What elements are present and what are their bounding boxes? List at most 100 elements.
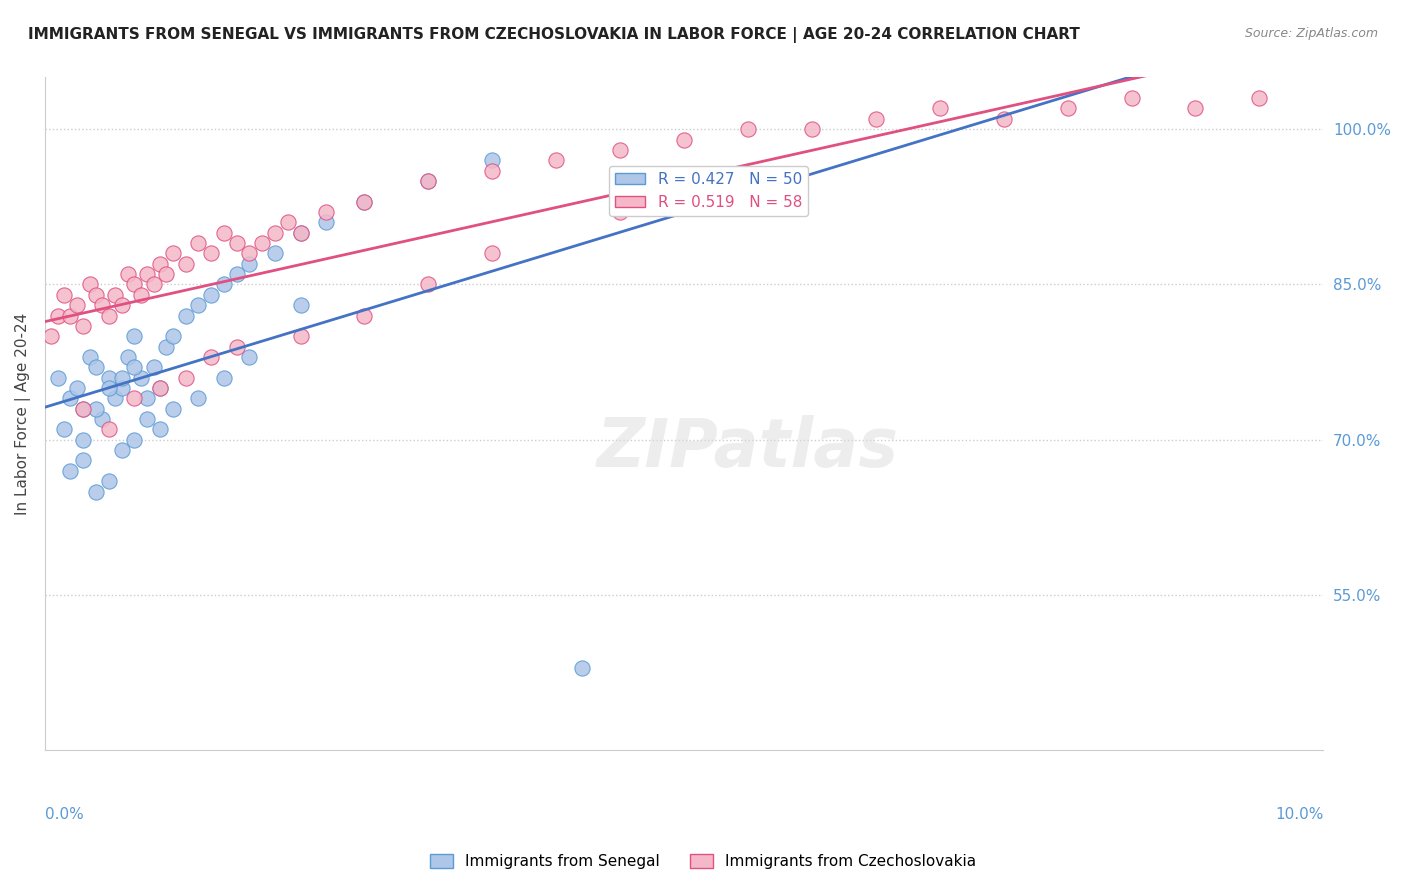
Point: [162, 329, 184, 343]
Point: [353, 194, 375, 209]
Point: [149, 257, 172, 271]
Point: [418, 174, 440, 188]
Point: [290, 226, 312, 240]
Point: [200, 246, 222, 260]
Point: [104, 392, 127, 406]
Point: [129, 370, 152, 384]
Point: [136, 412, 159, 426]
Point: [418, 277, 440, 292]
Point: [238, 246, 260, 260]
Point: [353, 309, 375, 323]
Point: [136, 392, 159, 406]
Point: [162, 401, 184, 416]
Point: [72, 318, 94, 333]
Point: [97, 474, 120, 488]
Point: [200, 350, 222, 364]
Point: [290, 329, 312, 343]
Point: [212, 277, 235, 292]
Point: [53, 422, 76, 436]
Text: 10.0%: 10.0%: [1275, 807, 1323, 822]
Point: [200, 288, 222, 302]
Point: [72, 453, 94, 467]
Point: [149, 381, 172, 395]
Point: [277, 215, 299, 229]
Point: [212, 226, 235, 240]
Point: [104, 288, 127, 302]
Point: [97, 422, 120, 436]
Point: [124, 360, 146, 375]
Point: [609, 205, 631, 219]
Point: [264, 226, 287, 240]
Point: [264, 246, 287, 260]
Point: [149, 422, 172, 436]
Point: [546, 153, 568, 168]
Point: [315, 205, 337, 219]
Point: [212, 370, 235, 384]
Point: [149, 381, 172, 395]
Point: [187, 392, 209, 406]
Point: [290, 298, 312, 312]
Point: [250, 236, 273, 251]
Text: IMMIGRANTS FROM SENEGAL VS IMMIGRANTS FROM CZECHOSLOVAKIA IN LABOR FORCE | AGE 2: IMMIGRANTS FROM SENEGAL VS IMMIGRANTS FR…: [28, 27, 1080, 43]
Point: [53, 288, 76, 302]
Point: [481, 163, 503, 178]
Y-axis label: In Labor Force | Age 20-24: In Labor Force | Age 20-24: [15, 313, 31, 515]
Point: [91, 412, 114, 426]
Point: [928, 102, 950, 116]
Point: [481, 153, 503, 168]
Point: [142, 360, 165, 375]
Point: [1184, 102, 1206, 116]
Point: [993, 112, 1015, 126]
Point: [91, 298, 114, 312]
Point: [238, 350, 260, 364]
Point: [84, 360, 107, 375]
Point: [72, 401, 94, 416]
Point: [110, 298, 132, 312]
Point: [79, 277, 101, 292]
Point: [124, 392, 146, 406]
Point: [609, 143, 631, 157]
Point: [162, 246, 184, 260]
Point: [225, 236, 247, 251]
Point: [1121, 91, 1143, 105]
Point: [117, 267, 139, 281]
Point: [124, 433, 146, 447]
Text: ZIPatlas: ZIPatlas: [598, 415, 898, 481]
Point: [1249, 91, 1271, 105]
Point: [238, 257, 260, 271]
Point: [84, 484, 107, 499]
Point: [97, 381, 120, 395]
Point: [737, 122, 759, 136]
Point: [97, 309, 120, 323]
Point: [174, 309, 197, 323]
Point: [110, 381, 132, 395]
Point: [110, 370, 132, 384]
Legend: Immigrants from Senegal, Immigrants from Czechoslovakia: Immigrants from Senegal, Immigrants from…: [423, 848, 983, 875]
Point: [72, 401, 94, 416]
Point: [117, 350, 139, 364]
Point: [84, 288, 107, 302]
Point: [59, 464, 82, 478]
Point: [353, 194, 375, 209]
Point: [59, 309, 82, 323]
Point: [865, 112, 887, 126]
Point: [46, 370, 69, 384]
Point: [673, 132, 696, 146]
Point: [174, 370, 197, 384]
Point: [46, 309, 69, 323]
Point: [79, 350, 101, 364]
Point: [142, 277, 165, 292]
Point: [187, 236, 209, 251]
Text: 0.0%: 0.0%: [45, 807, 83, 822]
Point: [800, 122, 823, 136]
Point: [66, 381, 89, 395]
Point: [97, 370, 120, 384]
Point: [571, 660, 593, 674]
Legend: R = 0.427   N = 50, R = 0.519   N = 58: R = 0.427 N = 50, R = 0.519 N = 58: [609, 166, 808, 216]
Point: [315, 215, 337, 229]
Point: [225, 340, 247, 354]
Point: [187, 298, 209, 312]
Point: [225, 267, 247, 281]
Point: [174, 257, 197, 271]
Point: [481, 246, 503, 260]
